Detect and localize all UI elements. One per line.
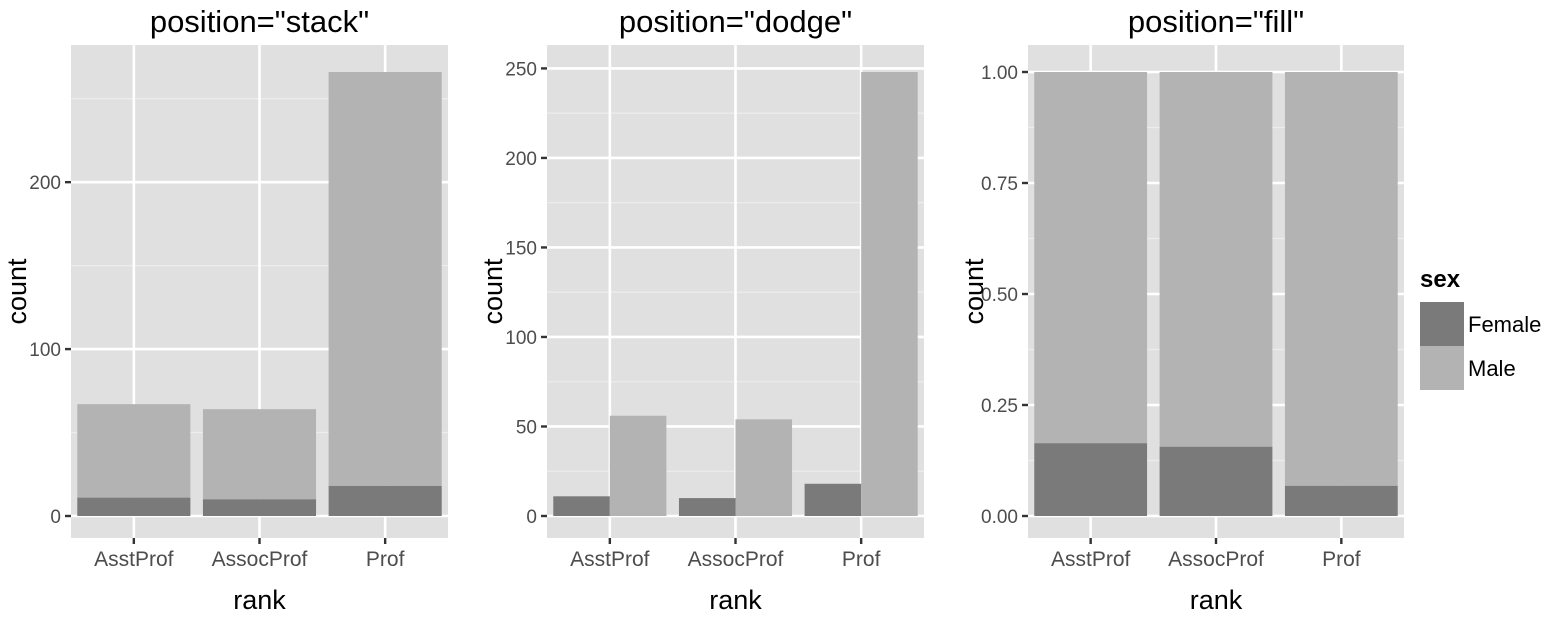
y-axis-title: count: [478, 258, 508, 325]
bar-female-AssocProf: [202, 499, 317, 516]
y-tick-label: 150: [505, 238, 537, 259]
x-tick-label: Prof: [842, 548, 881, 571]
chart-panel-fill: position="fill" 0.00 0.25 0.50 0.75 1.00 AsstP…: [959, 4, 1404, 615]
bar-female-Prof: [328, 485, 442, 516]
bar-male-AsstProf: [609, 415, 667, 516]
y-tick-label: 50: [516, 417, 537, 438]
y-tick-label: 200: [505, 149, 537, 170]
chart-panel-stack: position="stack" 0 100 200 AsstProf AssocProf…: [2, 4, 448, 615]
bar-female-AsstProf: [77, 497, 191, 516]
legend-label-male: Male: [1468, 356, 1516, 381]
y-axis-title: count: [2, 258, 32, 325]
bar-female-Prof: [1284, 485, 1398, 516]
chart-title: position="stack": [150, 4, 369, 39]
legend-key-female: [1420, 302, 1464, 346]
y-tick-label: 250: [505, 59, 537, 80]
y-tick-label: 100: [505, 328, 537, 349]
bar-female-AssocProf: [1159, 446, 1273, 516]
y-tick-label: 200: [29, 173, 61, 194]
y-tick-label: 1.00: [981, 63, 1018, 84]
chart-panel-dodge: position="dodge" 0 50 100 150 200 250 AsstProf A…: [478, 4, 924, 615]
y-axis-title: count: [959, 258, 989, 325]
legend: sex Female Male: [1420, 266, 1541, 390]
chart-title: position="fill": [1128, 4, 1304, 39]
x-tick-label: Prof: [366, 548, 405, 571]
legend-title: sex: [1420, 266, 1461, 293]
bar-male-AssocProf: [735, 419, 793, 516]
x-tick-label: AsstProf: [1051, 548, 1131, 571]
legend-key-male: [1420, 346, 1464, 390]
chart-title: position="dodge": [619, 4, 852, 39]
bar-male-Prof: [1284, 72, 1398, 486]
y-tick-label: 0.25: [981, 396, 1018, 417]
bar-male-AssocProf: [1159, 72, 1273, 447]
x-axis-title: rank: [709, 585, 762, 615]
x-tick-label: AssocProf: [1168, 548, 1264, 571]
bar-male-AsstProf: [1034, 72, 1148, 444]
y-tick-label: 0: [526, 507, 537, 528]
bar-female-AssocProf: [678, 498, 736, 516]
y-tick-label: 0: [50, 507, 61, 528]
bar-female-AsstProf: [1034, 443, 1148, 516]
x-tick-label: AssocProf: [212, 548, 308, 571]
y-tick-label: 0.75: [981, 174, 1018, 195]
x-tick-label: Prof: [1322, 548, 1361, 571]
bar-male-AsstProf: [77, 404, 191, 498]
y-tick-label: 100: [29, 340, 61, 361]
x-tick-label: AsstProf: [94, 548, 174, 571]
x-axis-title: rank: [233, 585, 286, 615]
y-tick-label: 0.00: [981, 507, 1018, 528]
x-axis-title: rank: [1190, 585, 1243, 615]
x-tick-label: AssocProf: [688, 548, 784, 571]
legend-label-female: Female: [1468, 312, 1541, 337]
bar-male-Prof: [861, 72, 918, 516]
x-tick-label: AsstProf: [570, 548, 650, 571]
y-tick-label: 0.50: [981, 285, 1018, 306]
panels-layer: position="stack" 0 100 200 AsstProf AssocProf…: [2, 4, 1404, 615]
bar-female-AsstProf: [553, 496, 610, 516]
bar-female-Prof: [804, 483, 862, 516]
bar-male-Prof: [328, 72, 442, 486]
bar-male-AssocProf: [202, 409, 317, 500]
